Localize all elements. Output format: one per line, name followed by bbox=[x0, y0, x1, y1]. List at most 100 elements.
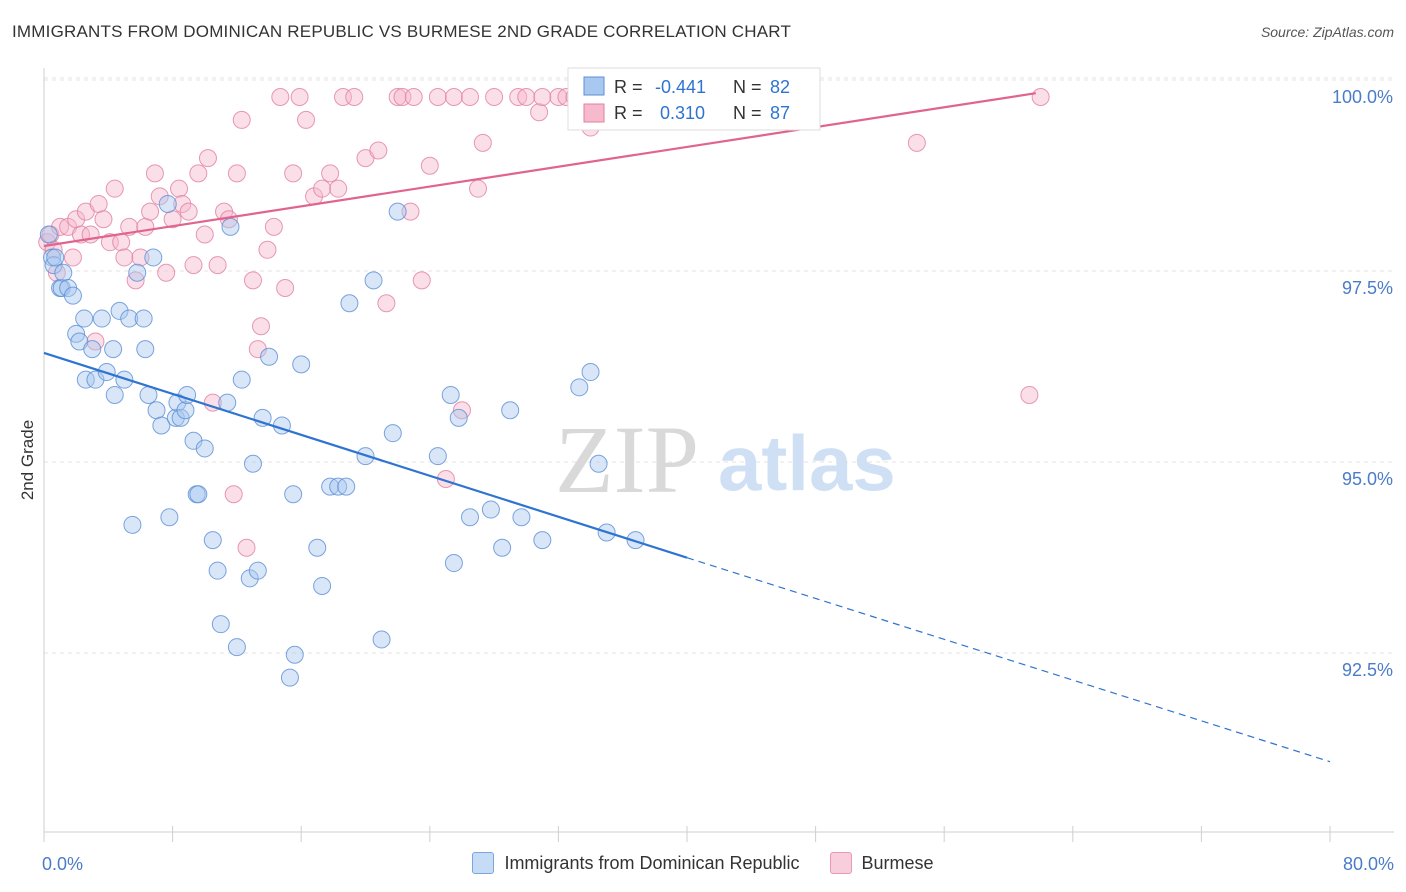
burmese-point-86 bbox=[1020, 385, 1039, 404]
burmese-point-41 bbox=[237, 538, 256, 557]
burmese-point-13 bbox=[94, 210, 113, 229]
dominican-point-13 bbox=[83, 340, 102, 359]
burmese-point-64 bbox=[404, 88, 423, 106]
burmese-point-6 bbox=[63, 248, 82, 267]
dominican-point-29 bbox=[152, 416, 171, 435]
dominican-point-21 bbox=[120, 309, 139, 328]
dominican-point-50 bbox=[248, 561, 267, 580]
dominican-point-54 bbox=[280, 668, 299, 687]
stats-n-label-1: N = bbox=[733, 77, 762, 97]
dominican-point-8 bbox=[63, 286, 82, 305]
dominican-point-56 bbox=[285, 645, 304, 664]
y-tick-label-2: 95.0% bbox=[1342, 469, 1393, 489]
dominican-point-41 bbox=[203, 531, 222, 550]
legend-swatch-pink bbox=[829, 852, 852, 874]
source-label: Source: ZipAtlas.com bbox=[1260, 24, 1394, 40]
bottom-legend: Immigrants from Dominican Republic Burme… bbox=[0, 852, 1406, 874]
dominican-point-63 bbox=[340, 294, 359, 313]
burmese-point-31 bbox=[189, 164, 208, 183]
dominican-point-83 bbox=[626, 531, 645, 550]
stats-n-value-2: 87 bbox=[770, 103, 790, 123]
dominican-point-30 bbox=[158, 194, 177, 213]
dominican-point-17 bbox=[104, 340, 123, 359]
trend-line-burmese bbox=[43, 92, 1036, 248]
burmese-point-15 bbox=[105, 179, 124, 198]
burmese-point-59 bbox=[369, 141, 388, 160]
dominican-point-19 bbox=[110, 301, 129, 320]
burmese-point-32 bbox=[195, 225, 214, 244]
burmese-point-22 bbox=[141, 202, 160, 221]
dominican-point-78 bbox=[533, 531, 552, 550]
gridlines bbox=[44, 77, 1394, 654]
burmese-point-19 bbox=[126, 271, 145, 290]
dominican-point-67 bbox=[383, 424, 402, 443]
series-burmese-points bbox=[38, 88, 1050, 557]
burmese-point-44 bbox=[252, 317, 271, 336]
dominican-point-52 bbox=[260, 347, 279, 366]
burmese-point-35 bbox=[208, 256, 227, 275]
dominican-point-77 bbox=[512, 508, 531, 527]
burmese-point-48 bbox=[276, 279, 295, 297]
dominican-point-49 bbox=[243, 454, 262, 473]
burmese-point-85 bbox=[907, 133, 926, 152]
dominican-point-31 bbox=[160, 508, 179, 527]
dominican-point-0 bbox=[39, 225, 58, 244]
dominican-point-74 bbox=[481, 500, 500, 519]
dominican-point-40 bbox=[195, 439, 214, 458]
burmese-point-77 bbox=[530, 103, 549, 122]
burmese-point-51 bbox=[297, 110, 316, 129]
burmese-point-40 bbox=[232, 110, 251, 129]
burmese-point-74 bbox=[485, 88, 504, 106]
burmese-point-20 bbox=[131, 248, 150, 267]
burmese-point-47 bbox=[271, 88, 290, 106]
dominican-point-23 bbox=[128, 263, 147, 282]
dominican-point-68 bbox=[388, 202, 407, 221]
burmese-point-45 bbox=[258, 240, 277, 259]
x-tick-left: 0.0% bbox=[42, 854, 83, 874]
dominican-point-11 bbox=[75, 309, 94, 328]
series-dominican-points bbox=[39, 194, 645, 687]
dominican-point-72 bbox=[449, 408, 468, 427]
burmese-point-46 bbox=[264, 217, 283, 236]
stats-swatch-blue bbox=[583, 76, 605, 96]
burmese-point-72 bbox=[469, 179, 488, 198]
y-tick-label-0: 100.0% bbox=[1332, 87, 1393, 107]
legend-item-dominican: Immigrants from Dominican Republic bbox=[472, 852, 800, 874]
stats-r-label-2: R = bbox=[614, 103, 643, 123]
stats-swatch-pink bbox=[583, 103, 605, 123]
stats-r-value-2: 0.310 bbox=[660, 103, 705, 123]
dominican-point-25 bbox=[136, 340, 155, 359]
dominican-point-22 bbox=[123, 515, 142, 534]
dominican-point-42 bbox=[208, 561, 227, 580]
x-tick-right: 80.0% bbox=[1343, 854, 1394, 874]
stats-n-value-1: 82 bbox=[770, 77, 790, 97]
axes: 100.0% 97.5% 95.0% 92.5% bbox=[43, 68, 1394, 842]
burmese-point-38 bbox=[224, 485, 243, 504]
burmese-point-30 bbox=[184, 256, 203, 275]
dominican-point-12 bbox=[76, 370, 95, 389]
dominican-point-66 bbox=[372, 630, 391, 649]
dominican-point-75 bbox=[493, 538, 512, 557]
dominican-point-46 bbox=[227, 638, 246, 657]
burmese-point-49 bbox=[284, 164, 303, 183]
legend-label-dominican: Immigrants from Dominican Republic bbox=[504, 852, 800, 873]
y-axis-label: 2nd Grade bbox=[18, 420, 37, 500]
burmese-point-66 bbox=[420, 156, 439, 175]
burmese-point-21 bbox=[136, 217, 155, 236]
dominican-point-47 bbox=[232, 370, 251, 389]
stats-r-label-1: R = bbox=[614, 77, 643, 97]
burmese-point-39 bbox=[227, 164, 246, 183]
dominican-point-24 bbox=[134, 309, 153, 328]
dominican-point-71 bbox=[444, 554, 463, 573]
dominican-point-55 bbox=[284, 485, 303, 504]
y-tick-label-1: 97.5% bbox=[1342, 278, 1393, 298]
burmese-point-57 bbox=[345, 88, 364, 106]
burmese-point-61 bbox=[388, 88, 407, 106]
burmese-point-17 bbox=[115, 248, 134, 267]
burmese-point-71 bbox=[460, 88, 479, 106]
dominican-point-3 bbox=[46, 248, 65, 267]
dominican-point-73 bbox=[460, 508, 479, 527]
burmese-point-25 bbox=[157, 263, 176, 282]
dominican-point-59 bbox=[313, 576, 332, 595]
